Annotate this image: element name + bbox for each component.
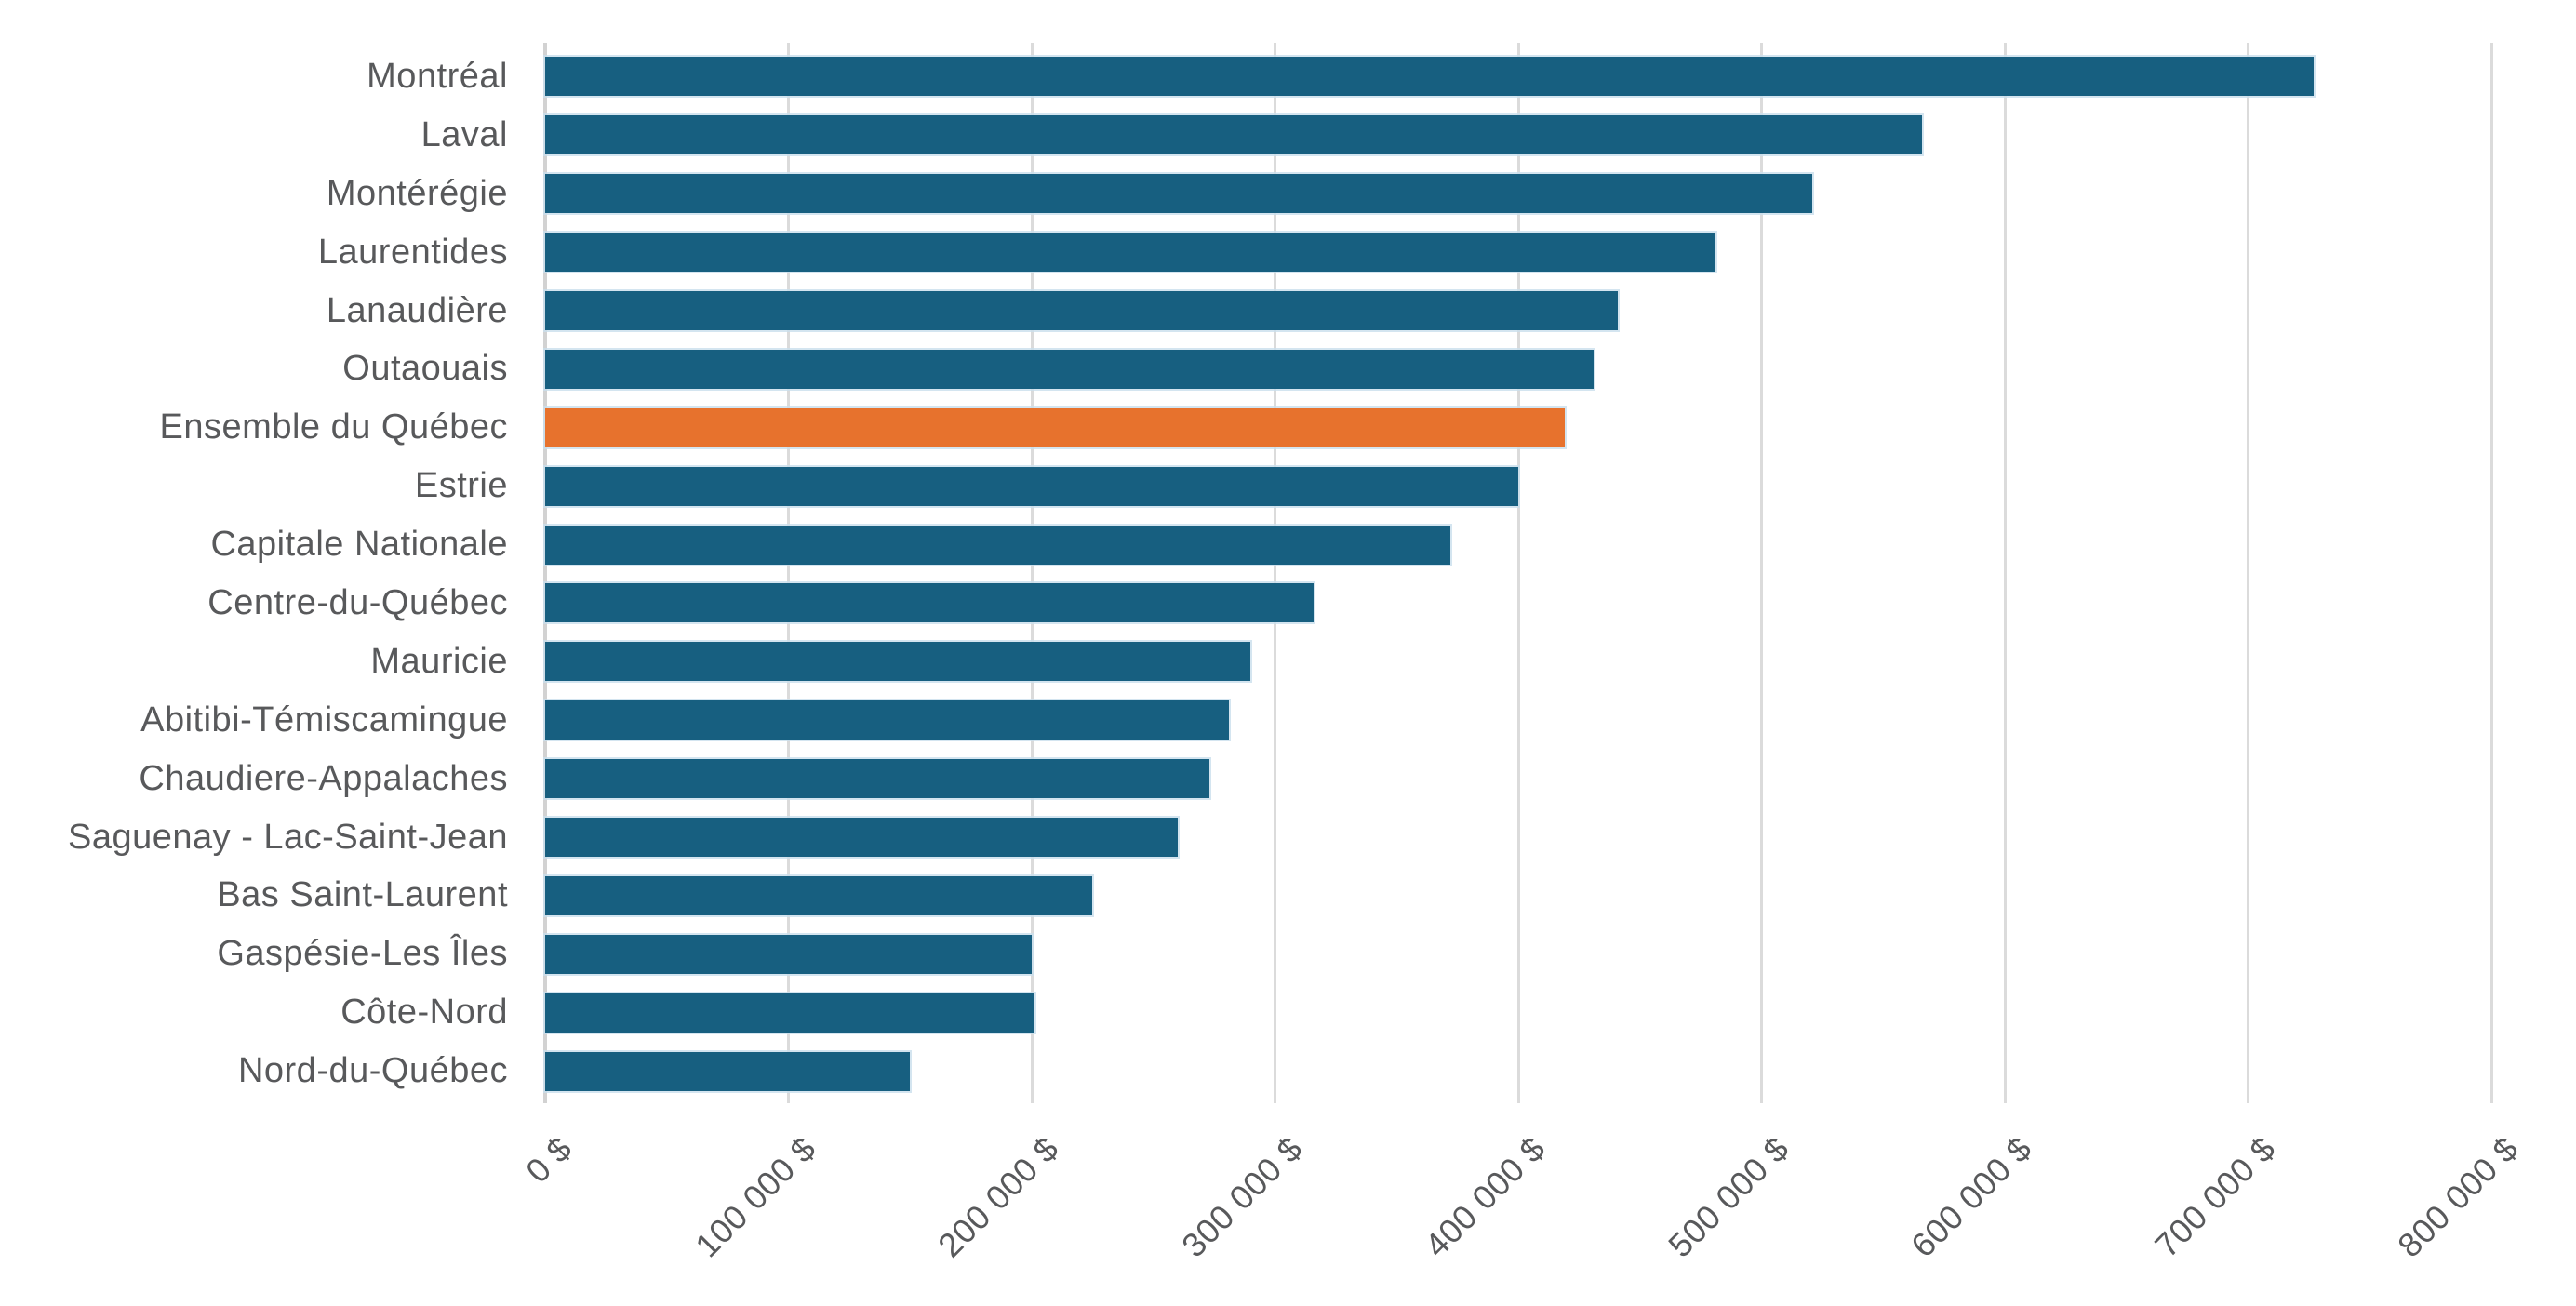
category-label: Saguenay - Lac-Saint-Jean bbox=[67, 817, 508, 857]
bar bbox=[542, 172, 1815, 216]
y-axis-line bbox=[543, 43, 547, 1103]
gridline bbox=[787, 43, 790, 1103]
chart-row: Côte-Nord bbox=[0, 983, 2576, 1042]
category-label: Côte-Nord bbox=[340, 993, 508, 1033]
bar bbox=[542, 113, 1925, 157]
x-tick-label: 100 000 $ bbox=[687, 1129, 823, 1265]
chart-row: Bas Saint-Laurent bbox=[0, 866, 2576, 925]
chart-row: Nord-du-Québec bbox=[0, 1042, 2576, 1100]
bar bbox=[543, 932, 1034, 976]
category-label: Laval bbox=[420, 114, 508, 154]
gridline bbox=[2489, 43, 2493, 1103]
x-tick-label: 600 000 $ bbox=[1903, 1129, 2039, 1265]
chart-row: Mauricie bbox=[0, 633, 2576, 691]
chart-row: Ensemble du Québec bbox=[0, 398, 2576, 457]
bar bbox=[542, 55, 2316, 99]
gridline bbox=[2247, 43, 2249, 1103]
category-label: Laurentides bbox=[317, 232, 508, 272]
chart-row: Saguenay - Lac-Saint-Jean bbox=[0, 808, 2576, 867]
category-label: Capitale Nationale bbox=[210, 525, 508, 565]
gridline bbox=[2003, 43, 2007, 1103]
chart-row: Chaudiere-Appalaches bbox=[0, 750, 2576, 808]
gridline bbox=[1760, 43, 1763, 1103]
x-tick-label: 500 000 $ bbox=[1661, 1129, 1796, 1265]
chart-row: Estrie bbox=[0, 457, 2576, 515]
x-tick-label: 300 000 $ bbox=[1174, 1129, 1310, 1265]
category-label: Nord-du-Québec bbox=[237, 1051, 508, 1091]
bar bbox=[543, 816, 1180, 860]
category-label: Lanaudière bbox=[326, 290, 508, 330]
bar bbox=[542, 289, 1621, 332]
gridline bbox=[1274, 43, 1276, 1103]
bar bbox=[542, 1049, 913, 1093]
bar bbox=[542, 873, 1095, 917]
chart-row: Centre-du-Québec bbox=[0, 574, 2576, 633]
category-label: Ensemble du Québec bbox=[159, 407, 508, 447]
category-label: Gaspésie-Les Îles bbox=[217, 934, 508, 974]
bar bbox=[543, 523, 1452, 566]
category-label: Abitibi-Témiscamingue bbox=[140, 700, 508, 740]
x-tick-label: 200 000 $ bbox=[930, 1129, 1066, 1265]
category-label: Outaouais bbox=[342, 349, 508, 389]
bar bbox=[543, 699, 1231, 742]
gridline bbox=[1030, 43, 1034, 1103]
gridline bbox=[1516, 43, 1520, 1103]
chart-row: Outaouais bbox=[0, 340, 2576, 398]
bar bbox=[543, 757, 1211, 801]
chart-row: Laval bbox=[0, 106, 2576, 165]
chart-row: Lanaudière bbox=[0, 282, 2576, 340]
bar bbox=[542, 640, 1253, 684]
category-label: Estrie bbox=[414, 466, 508, 506]
category-label: Montréal bbox=[367, 56, 508, 96]
category-label: Centre-du-Québec bbox=[207, 582, 508, 622]
bar bbox=[542, 581, 1316, 625]
bar bbox=[543, 991, 1036, 1034]
category-label: Mauricie bbox=[370, 641, 508, 681]
x-tick-label: 800 000 $ bbox=[2390, 1129, 2526, 1265]
bar bbox=[542, 347, 1596, 391]
chart-row: Montérégie bbox=[0, 165, 2576, 223]
chart-rows: Montréal Laval Montérégie Laurentides Lanaud… bbox=[0, 47, 2576, 1100]
bar bbox=[543, 231, 1717, 274]
bar bbox=[543, 464, 1520, 508]
category-label: Montérégie bbox=[326, 173, 508, 213]
chart-row: Montréal bbox=[0, 47, 2576, 106]
chart-row: Gaspésie-Les Îles bbox=[0, 925, 2576, 983]
bar-highlight bbox=[543, 406, 1567, 449]
x-tick-label: 0 $ bbox=[518, 1129, 580, 1191]
x-tick-label: 400 000 $ bbox=[1417, 1129, 1553, 1265]
x-tick-label: 700 000 $ bbox=[2147, 1129, 2283, 1265]
chart-row: Capitale Nationale bbox=[0, 515, 2576, 574]
chart-row: Abitibi-Témiscamingue bbox=[0, 691, 2576, 750]
category-label: Bas Saint-Laurent bbox=[217, 875, 508, 915]
chart-row: Laurentides bbox=[0, 223, 2576, 282]
category-label: Chaudiere-Appalaches bbox=[139, 758, 508, 798]
